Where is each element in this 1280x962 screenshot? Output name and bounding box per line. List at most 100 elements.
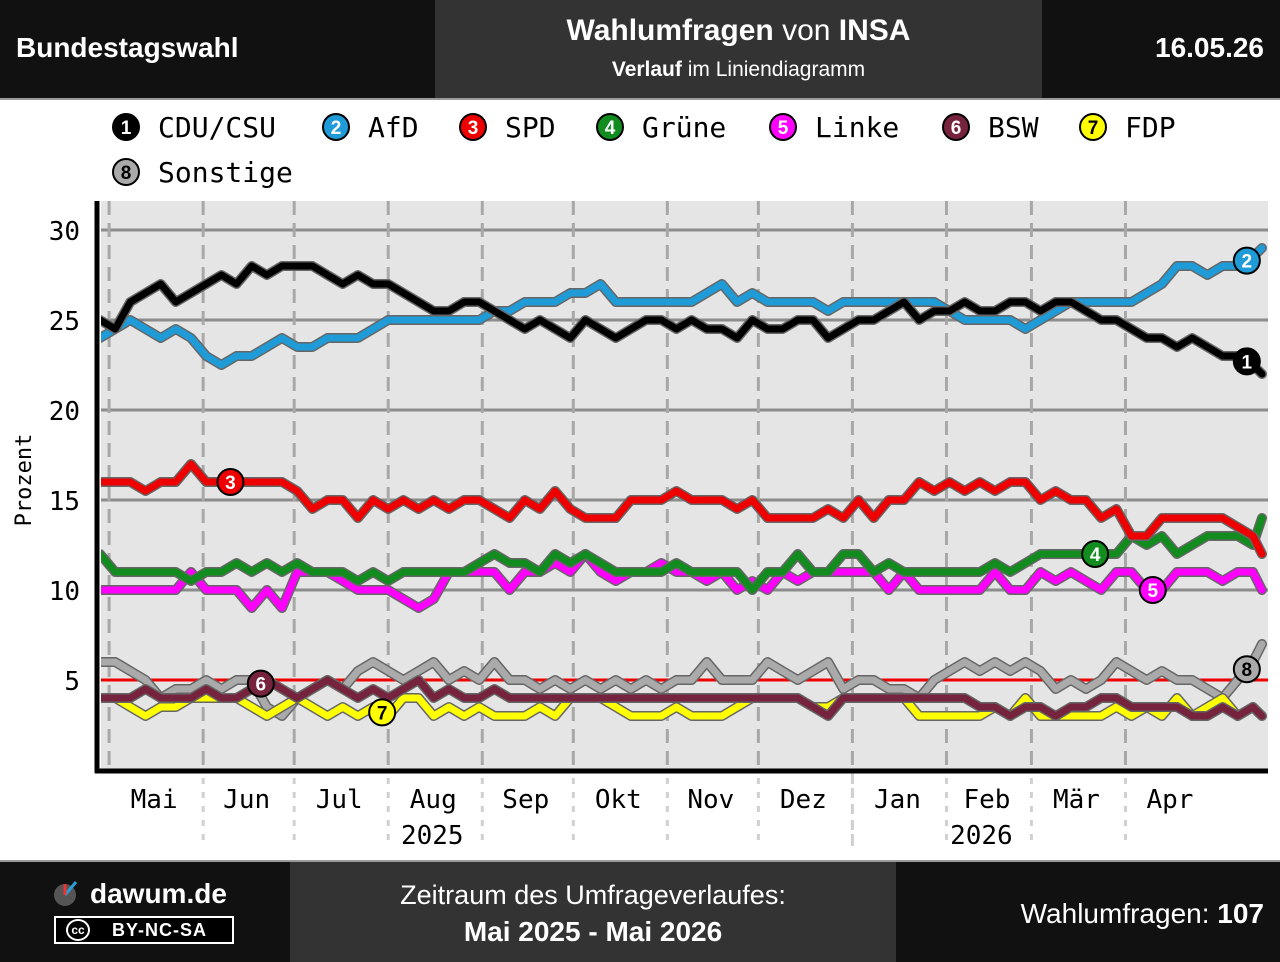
series-marker-label: 7 (377, 703, 388, 724)
chart-subtitle: Verlauf im Liniendiagramm (435, 58, 1042, 82)
y-tick-label: 5 (64, 667, 80, 697)
legend-label: Sonstige (158, 156, 293, 189)
range-value: Mai 2025 - Mai 2026 (463, 916, 723, 947)
legend-item: 3 SPD (459, 111, 556, 144)
legend-swatch-icon (322, 113, 350, 141)
series-marker-label: 4 (1090, 545, 1101, 566)
legend-label: BSW (988, 111, 1039, 144)
series-line (101, 676, 1266, 720)
legend-item: 1 CDU/CSU (112, 111, 276, 144)
series-line (101, 514, 1266, 594)
subtitle-rest: im Liniendiagramm (687, 58, 866, 81)
y-tick-label: 20 (49, 397, 80, 427)
y-tick-label: 25 (49, 307, 80, 337)
series-marker-label: 3 (225, 473, 236, 494)
cc-icon: cc (66, 919, 90, 941)
y-tick-label: 30 (49, 217, 80, 247)
legend-label: Grüne (642, 111, 726, 144)
site-logo-text: dawum.de (90, 878, 227, 909)
series-marker-label: 8 (1242, 660, 1253, 681)
election-label: Bundestagswahl (16, 32, 239, 63)
legend-number: 2 (331, 118, 342, 139)
legend-item: 6 BSW (942, 111, 1039, 144)
title-mid: von (782, 14, 831, 47)
legend-number: 1 (121, 118, 132, 139)
legend-number: 4 (605, 118, 616, 139)
x-tick-label: Jan (874, 785, 921, 815)
series-marker (216, 468, 245, 496)
series-spd (101, 459, 1267, 559)
series-marker (246, 669, 275, 698)
dawum-logo-icon (54, 881, 78, 906)
legend-number: 7 (1088, 118, 1099, 139)
year-label: 2026 (950, 821, 1013, 851)
x-tick-label: Nov (687, 785, 734, 815)
subtitle-bold: Verlauf (611, 58, 682, 81)
series-marker-label: 6 (256, 675, 267, 696)
series-marker (1232, 246, 1261, 275)
legend-swatch-icon (596, 113, 624, 141)
legend-label: SPD (505, 111, 556, 144)
legend-label: FDP (1125, 111, 1176, 144)
legend-item: 8 Sonstige (112, 156, 293, 189)
legend-swatch-icon (112, 158, 140, 186)
legend-label: Linke (815, 111, 899, 144)
x-tick-label: Mai (131, 785, 178, 815)
range-label: Zeitraum des Umfrageverlaufes: (400, 880, 786, 910)
series-marker (1138, 576, 1167, 604)
x-tick-label: Sep (502, 785, 549, 815)
header-bar: Bundestagswahl Wahlumfragen von INSA Ver… (0, 0, 1280, 100)
legend-swatch-icon (942, 113, 970, 141)
series-gr-ne (101, 513, 1267, 595)
legend-swatch-icon (459, 113, 487, 141)
y-axis-label: Prozent (12, 434, 37, 527)
poll-count-label: Wahlumfragen: (1020, 898, 1210, 929)
series-line (101, 460, 1266, 558)
legend-swatch-icon (112, 113, 140, 141)
legend-swatch-icon (1079, 113, 1107, 141)
series-marker (1232, 655, 1261, 684)
chart-title: Wahlumfragen von INSA (435, 14, 1042, 48)
date-label: 16.05.26 (1155, 32, 1264, 63)
title-bold: Wahlumfragen (566, 14, 774, 47)
year-label: 2025 (401, 821, 464, 851)
series-cdu-csu (101, 261, 1267, 379)
x-tick-label: Jun (223, 785, 270, 815)
x-tick-label: Aug (410, 785, 457, 815)
legend-number: 3 (468, 118, 479, 139)
header-title-panel: Wahlumfragen von INSA Verlauf im Liniend… (435, 0, 1042, 98)
x-tick-label: Dez (780, 785, 827, 815)
series-marker (1081, 540, 1110, 568)
legend-number: 5 (778, 118, 789, 139)
poll-count: Wahlumfragen: 107 (1021, 898, 1264, 930)
legend-number: 8 (121, 163, 132, 184)
title-institute: INSA (838, 14, 911, 47)
license-badge: cc BY-NC-SA (54, 916, 234, 944)
legend-item: 2 AfD (322, 111, 419, 144)
range-panel: Zeitraum des Umfrageverlaufes: Mai 2025 … (290, 862, 896, 962)
legend-item: 7 FDP (1079, 111, 1176, 144)
series-marker (1232, 347, 1261, 376)
series-line (101, 262, 1266, 378)
series-bsw (101, 675, 1267, 721)
legend-item: 4 Grüne (596, 111, 726, 144)
x-tick-label: Feb (963, 785, 1010, 815)
x-tick-label: Apr (1146, 785, 1193, 815)
series-marker-label: 2 (1242, 252, 1253, 273)
footer-bar: dawum.de cc BY-NC-SA Zeitraum des Umfrag… (0, 860, 1280, 962)
y-tick-label: 10 (49, 577, 80, 607)
legend-number: 6 (951, 118, 962, 139)
legend-label: CDU/CSU (158, 111, 276, 144)
legend-item: 5 Linke (769, 111, 899, 144)
x-tick-label: Jul (316, 785, 363, 815)
legend-label: AfD (368, 111, 419, 144)
x-tick-label: Mär (1053, 785, 1100, 815)
series-marker (368, 698, 397, 727)
license-text: BY-NC-SA (112, 920, 208, 940)
poll-count-value: 107 (1217, 898, 1264, 929)
legend-swatch-icon (769, 113, 797, 141)
series-marker-label: 5 (1147, 581, 1158, 602)
y-tick-label: 15 (49, 487, 80, 517)
x-tick-label: Okt (595, 785, 642, 815)
